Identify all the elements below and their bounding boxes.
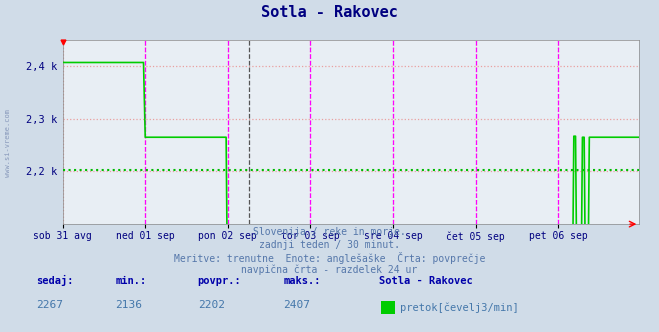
Text: Sotla - Rakovec: Sotla - Rakovec [379, 276, 473, 286]
Text: Sotla - Rakovec: Sotla - Rakovec [261, 5, 398, 20]
Text: 2202: 2202 [198, 300, 225, 310]
Text: 2407: 2407 [283, 300, 310, 310]
Text: sedaj:: sedaj: [36, 275, 74, 286]
Text: povpr.:: povpr.: [198, 276, 241, 286]
Text: Slovenija / reke in morje.: Slovenija / reke in morje. [253, 227, 406, 237]
Text: www.si-vreme.com: www.si-vreme.com [5, 109, 11, 177]
Text: navpična črta - razdelek 24 ur: navpična črta - razdelek 24 ur [241, 264, 418, 275]
Text: zadnji teden / 30 minut.: zadnji teden / 30 minut. [259, 240, 400, 250]
Text: pretok[čevelj3/min]: pretok[čevelj3/min] [400, 302, 519, 313]
Text: 2136: 2136 [115, 300, 142, 310]
Text: maks.:: maks.: [283, 276, 321, 286]
Text: min.:: min.: [115, 276, 146, 286]
Text: 2267: 2267 [36, 300, 63, 310]
Text: Meritve: trenutne  Enote: anglešaške  Črta: povprečje: Meritve: trenutne Enote: anglešaške Črta… [174, 252, 485, 264]
